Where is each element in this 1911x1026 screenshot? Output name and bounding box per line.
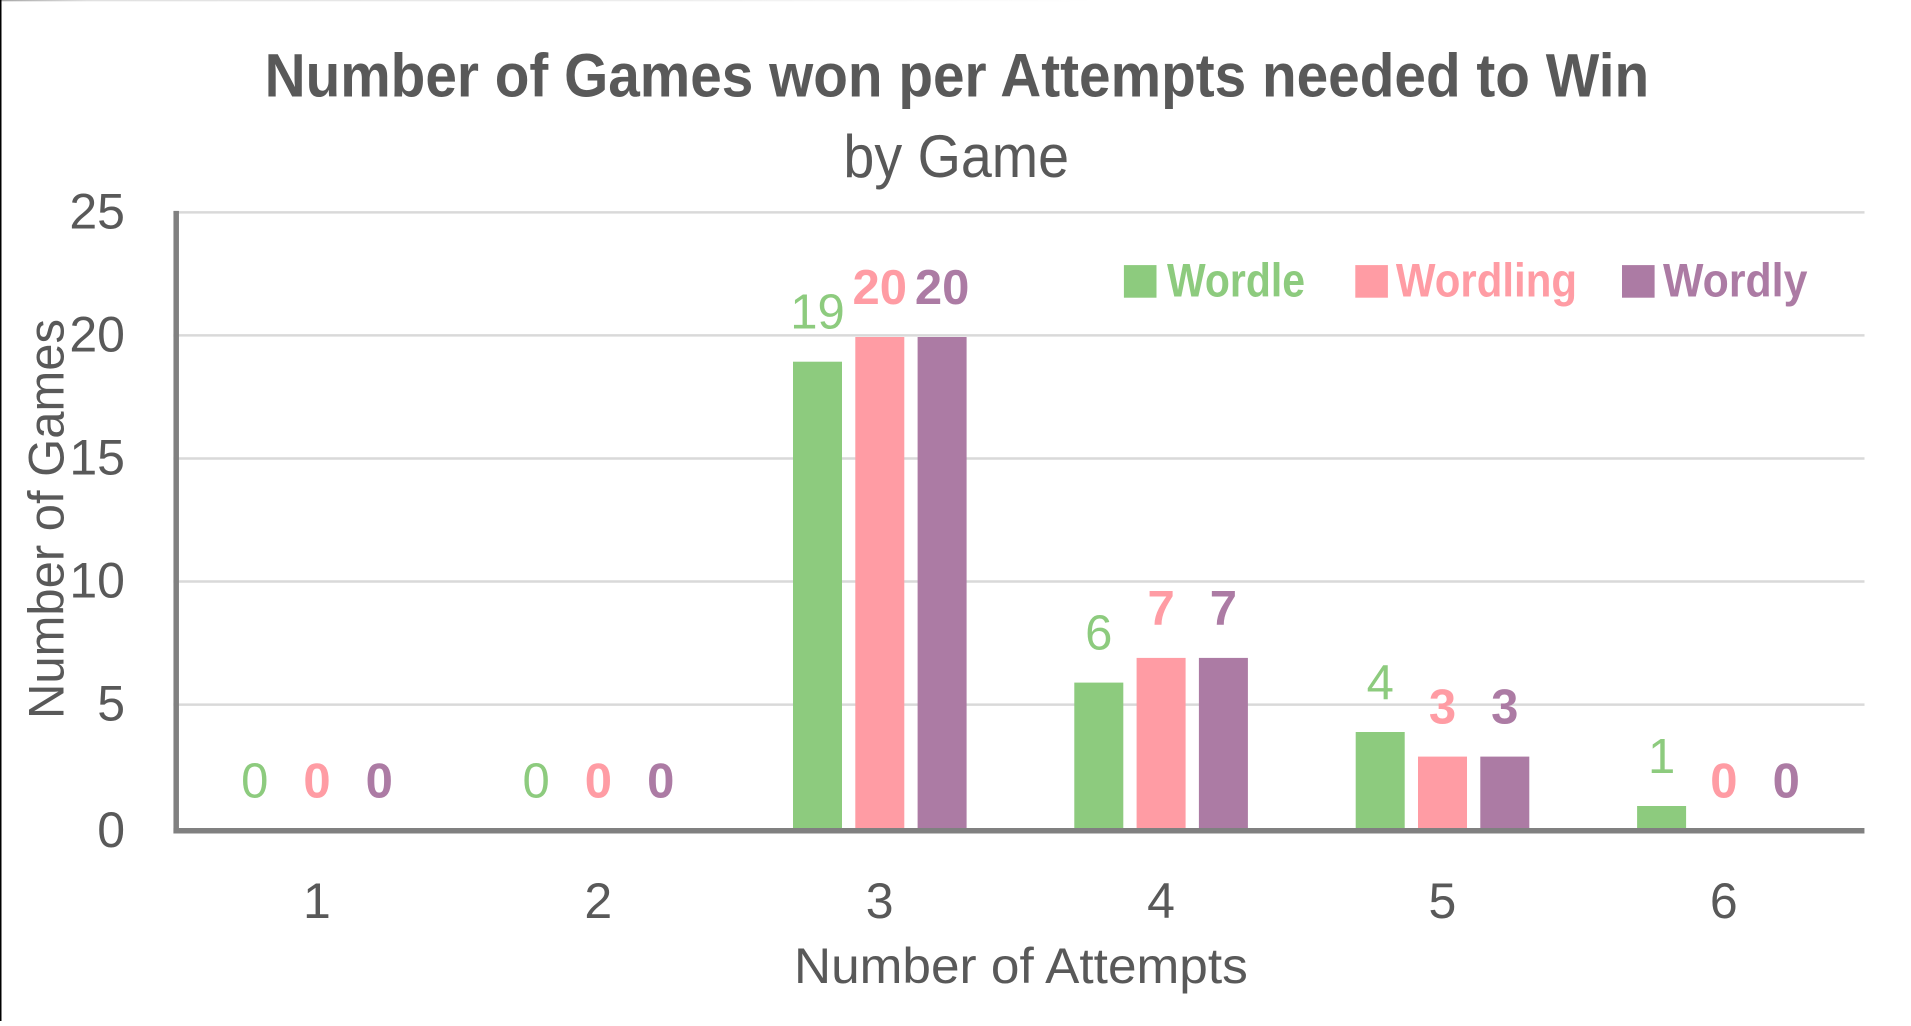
- svg-text:Number of Games won per Attemp: Number of Games won per Attempts needed …: [265, 42, 1650, 110]
- svg-text:Wordling: Wordling: [1396, 254, 1577, 307]
- svg-text:1: 1: [303, 873, 331, 929]
- svg-text:0: 0: [1710, 755, 1737, 809]
- svg-text:5: 5: [97, 676, 125, 732]
- svg-text:Number of Games: Number of Games: [19, 319, 75, 719]
- svg-text:6: 6: [1710, 873, 1738, 929]
- svg-text:0: 0: [241, 755, 268, 809]
- svg-text:4: 4: [1367, 656, 1394, 710]
- svg-text:6: 6: [1085, 607, 1112, 661]
- svg-text:3: 3: [1429, 681, 1456, 735]
- svg-text:by Game: by Game: [843, 123, 1069, 190]
- svg-text:20: 20: [915, 261, 970, 315]
- svg-text:10: 10: [69, 553, 125, 609]
- svg-text:19: 19: [790, 286, 845, 340]
- svg-text:2: 2: [584, 873, 612, 929]
- svg-text:Wordle: Wordle: [1167, 254, 1305, 307]
- svg-text:20: 20: [853, 261, 908, 315]
- svg-text:4: 4: [1147, 873, 1175, 929]
- svg-text:0: 0: [366, 755, 393, 809]
- svg-text:0: 0: [97, 802, 125, 858]
- svg-text:0: 0: [522, 755, 549, 809]
- svg-text:1: 1: [1648, 730, 1675, 784]
- svg-text:20: 20: [69, 306, 125, 362]
- svg-text:15: 15: [69, 430, 125, 486]
- svg-text:3: 3: [1491, 681, 1518, 735]
- svg-text:0: 0: [585, 755, 612, 809]
- svg-text:0: 0: [303, 755, 330, 809]
- svg-text:0: 0: [647, 755, 674, 809]
- svg-text:3: 3: [866, 873, 894, 929]
- svg-text:Wordly: Wordly: [1663, 254, 1807, 307]
- svg-text:25: 25: [69, 183, 125, 239]
- svg-text:Number of Attempts: Number of Attempts: [794, 938, 1248, 994]
- svg-text:7: 7: [1147, 582, 1174, 636]
- svg-text:7: 7: [1210, 582, 1237, 636]
- svg-text:5: 5: [1428, 873, 1456, 929]
- svg-text:0: 0: [1773, 755, 1800, 809]
